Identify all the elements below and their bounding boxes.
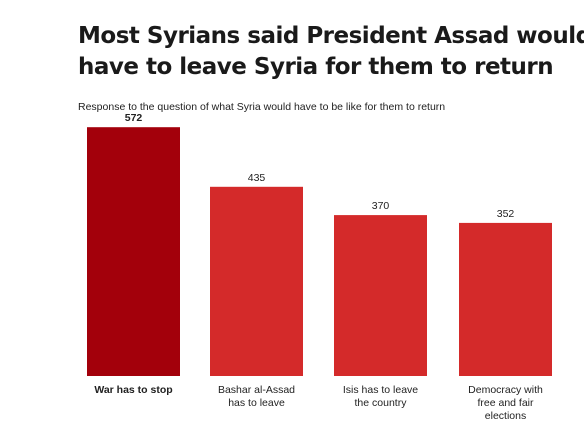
category-label-2-line-1: the country [355, 397, 408, 409]
value-label-0: 572 [125, 112, 143, 124]
category-label-1-line-1: has to leave [228, 397, 285, 409]
category-label-0-line-0: War has to stop [94, 384, 172, 396]
value-label-2: 370 [372, 200, 390, 212]
category-label-3-line-2: elections [485, 410, 526, 422]
category-label-2-line-0: Isis has to leave [343, 384, 418, 396]
category-label-3-line-0: Democracy with [468, 384, 543, 396]
bar-0 [87, 127, 180, 376]
bar-3 [459, 222, 552, 376]
bar-1 [210, 186, 303, 376]
chart-title-line-2: have to leave Syria for them to return [78, 54, 554, 80]
value-label-1: 435 [248, 172, 266, 184]
chart-title: Most Syrians said President Assad would … [78, 21, 584, 83]
chart-subtitle: Response to the question of what Syria w… [78, 101, 446, 113]
category-label-1-line-0: Bashar al-Assad [218, 384, 295, 396]
chart-title-line-1: Most Syrians said President Assad would [78, 23, 584, 49]
value-label-3: 352 [497, 208, 515, 220]
category-label-3-line-1: free and fair [477, 397, 534, 409]
bar-2 [334, 215, 427, 376]
